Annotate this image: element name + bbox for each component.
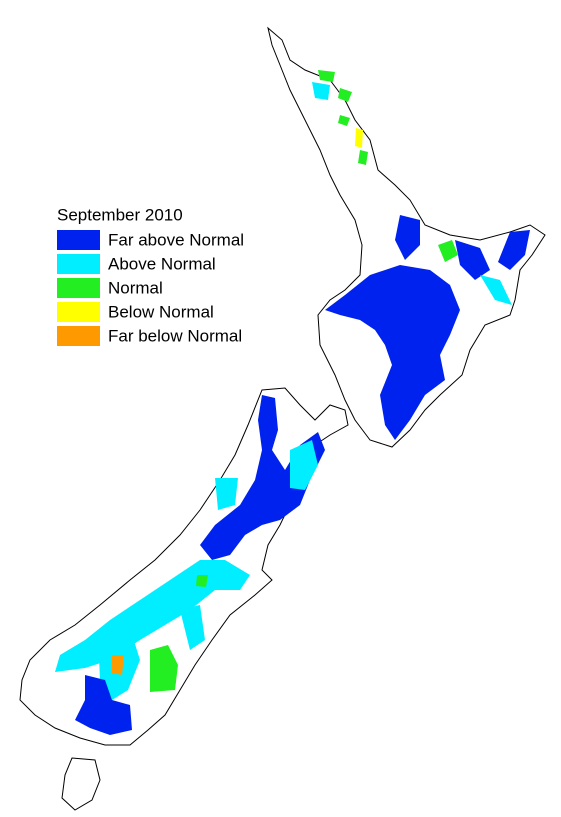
south-island bbox=[19, 387, 349, 746]
region bbox=[455, 240, 490, 280]
legend-swatch bbox=[57, 254, 100, 274]
region bbox=[75, 675, 132, 735]
region bbox=[338, 115, 350, 126]
region bbox=[438, 240, 458, 262]
region bbox=[150, 645, 178, 692]
region bbox=[325, 265, 460, 440]
region bbox=[312, 82, 330, 100]
legend-label: Above Normal bbox=[108, 254, 216, 273]
region bbox=[338, 88, 352, 102]
region bbox=[395, 215, 420, 260]
region bbox=[200, 395, 325, 560]
legend-swatch bbox=[57, 230, 100, 250]
region bbox=[215, 478, 238, 510]
region bbox=[498, 230, 530, 270]
region bbox=[112, 655, 124, 675]
legend-swatch bbox=[57, 278, 100, 298]
region bbox=[196, 575, 208, 587]
legend-title: September 2010 bbox=[57, 205, 183, 224]
legend-swatch bbox=[57, 326, 100, 346]
region bbox=[355, 128, 363, 148]
region bbox=[480, 275, 512, 305]
legend-label: Below Normal bbox=[108, 302, 214, 321]
legend-label: Normal bbox=[108, 278, 163, 297]
region bbox=[358, 150, 368, 165]
legend-label: Far below Normal bbox=[108, 326, 242, 345]
region bbox=[290, 440, 318, 490]
region bbox=[318, 70, 335, 82]
legend-swatch bbox=[57, 302, 100, 322]
legend: September 2010 Far above Normal Above Nor… bbox=[57, 205, 244, 346]
legend-label: Far above Normal bbox=[108, 230, 244, 249]
stewart-island bbox=[61, 757, 101, 811]
region bbox=[180, 605, 205, 650]
